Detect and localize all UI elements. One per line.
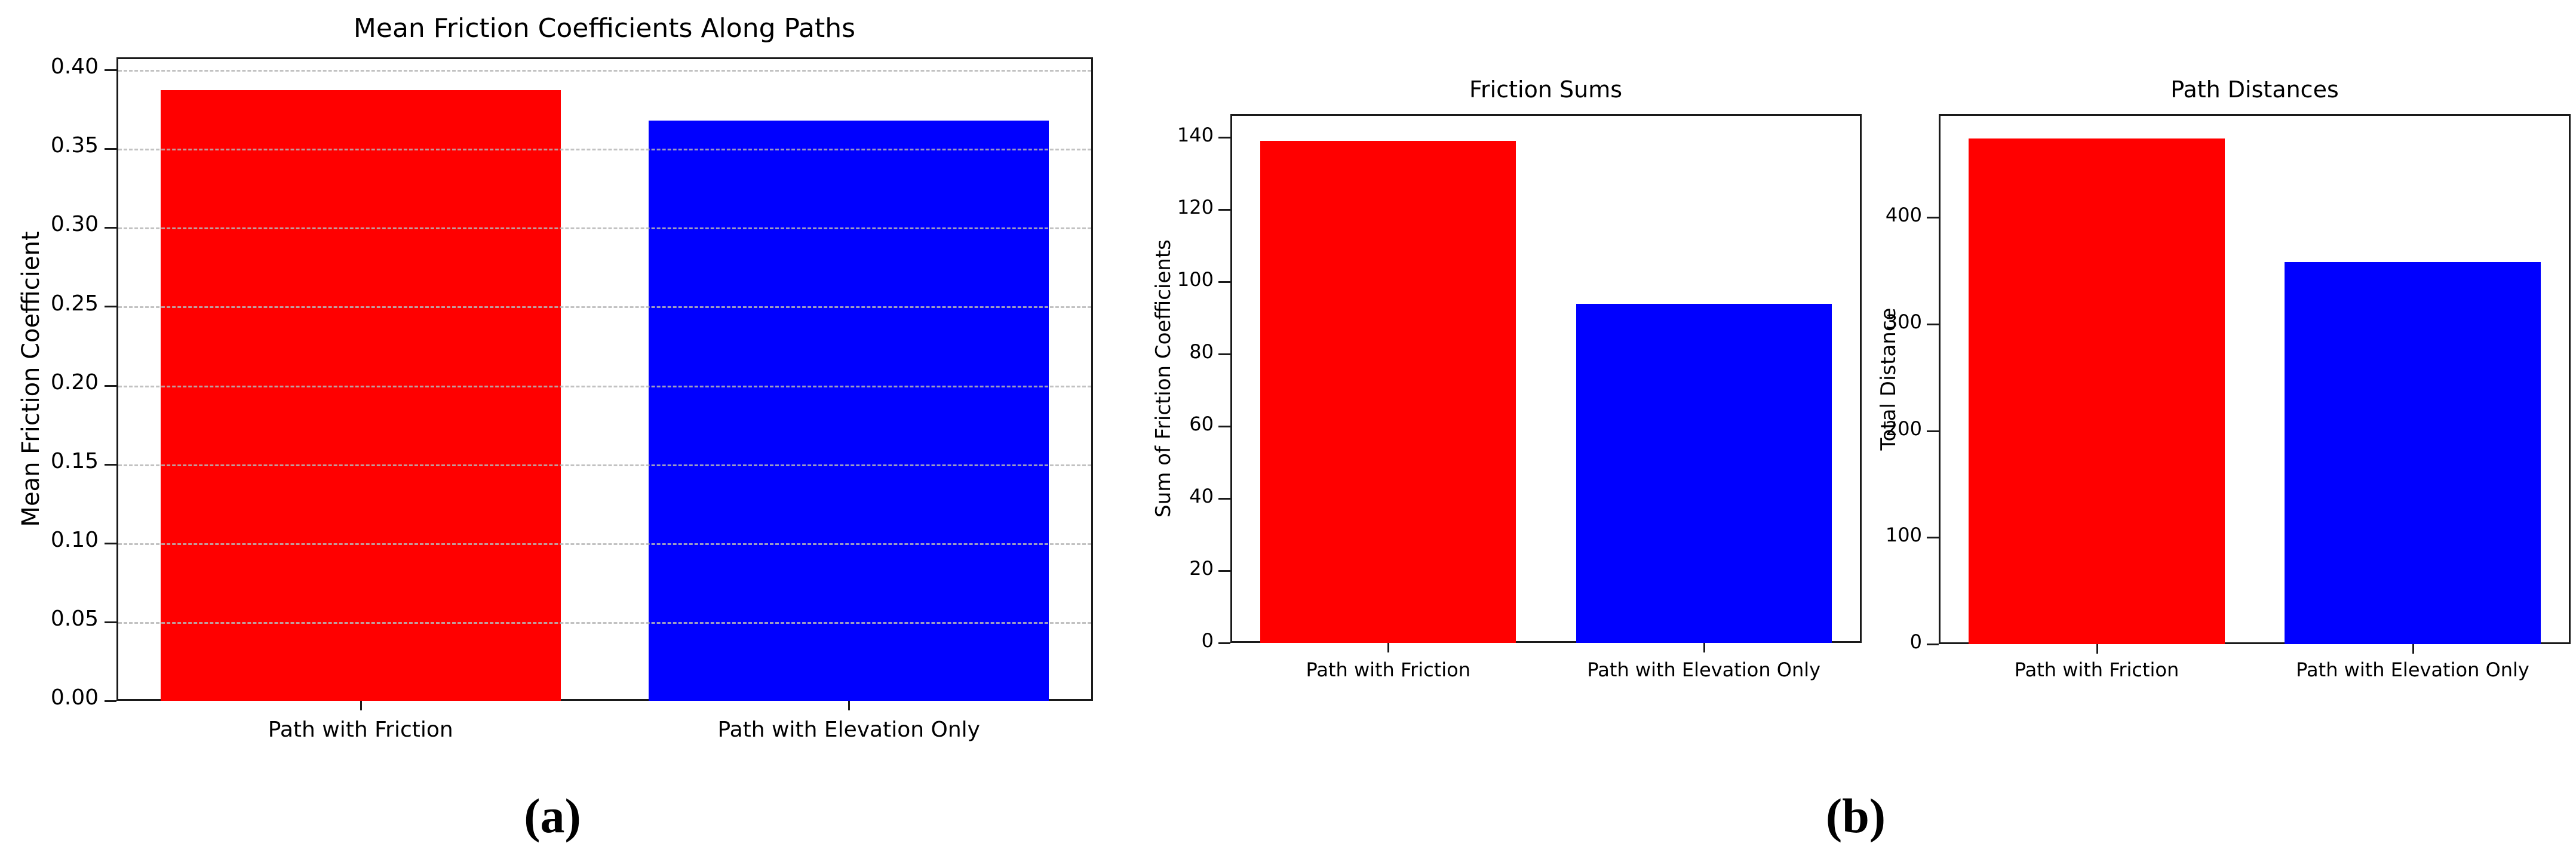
y-tick-mark [1218,426,1230,428]
y-tick-mark [105,542,116,544]
x-tick-label: Path with Elevation Only [1587,658,1821,681]
y-tick-mark [105,148,116,150]
x-tick-mark [2096,644,2098,654]
y-tick-label: 0.10 [50,527,99,552]
y-tick-mark [1218,642,1230,644]
plot-area [116,57,1093,701]
x-tick-mark [360,701,362,710]
chart-title: Path Distances [2170,76,2339,103]
subfigure-caption-b: (b) [1825,789,1886,843]
gridline [118,306,1091,309]
y-axis-label: Sum of Friction Coefficients [1152,239,1175,518]
y-tick-label: 0.40 [50,54,99,79]
x-tick-mark [2412,644,2414,654]
y-tick-mark [1218,281,1230,284]
y-tick-mark [105,621,116,623]
gridline [118,464,1091,466]
x-tick-label: Path with Friction [268,718,453,742]
y-tick-mark [1218,570,1230,572]
bar-path-with-friction [1260,141,1516,643]
y-tick-mark [1927,217,1939,219]
bar-path-with-friction [160,90,561,701]
gridline [118,543,1091,545]
bar-path-with-elevation-only [1576,303,1832,643]
y-tick-mark [1927,644,1939,645]
chart-title: Friction Sums [1469,76,1623,103]
y-tick-mark [1927,323,1939,325]
y-tick-mark [1927,537,1939,539]
y-tick-label: 300 [1885,310,1922,333]
y-tick-mark [1927,430,1939,432]
plot-area [1230,114,1862,643]
y-tick-label: 100 [1885,524,1922,547]
y-tick-label: 400 [1885,204,1922,227]
x-tick-label: Path with Elevation Only [717,718,980,742]
gridline [118,227,1091,230]
x-tick-mark [848,701,851,710]
y-tick-mark [105,384,116,387]
y-tick-label: 120 [1177,196,1214,219]
y-tick-label: 80 [1189,340,1214,364]
y-tick-mark [105,306,116,308]
y-tick-label: 0.15 [50,448,99,473]
x-tick-mark [1703,643,1705,652]
y-tick-label: 60 [1189,412,1214,436]
y-tick-label: 0.30 [50,212,99,237]
y-tick-label: 0.00 [50,685,99,710]
bar-path-with-elevation-only [649,120,1049,701]
y-tick-label: 0.05 [50,606,99,631]
y-tick-label: 0.20 [50,370,99,395]
y-tick-mark [1218,209,1230,211]
y-tick-mark [105,700,116,702]
x-tick-label: Path with Friction [1306,658,1471,681]
y-tick-label: 0 [1909,630,1922,653]
bar-path-with-friction [1969,138,2225,644]
y-tick-label: 200 [1885,417,1922,440]
y-tick-label: 0 [1201,629,1214,652]
gridline [118,621,1091,624]
y-tick-mark [105,463,116,466]
y-tick-mark [105,227,116,229]
plot-area [1939,114,2571,644]
x-tick-label: Path with Friction [2014,658,2179,681]
y-tick-label: 100 [1177,268,1214,291]
y-tick-mark [1218,498,1230,500]
y-tick-label: 0.35 [50,133,99,158]
y-tick-label: 40 [1189,485,1214,508]
gridline [118,385,1091,387]
y-tick-mark [1218,137,1230,139]
y-tick-mark [1218,353,1230,356]
y-tick-label: 140 [1177,124,1214,147]
x-tick-mark [1387,643,1390,652]
subfigure-caption-a: (a) [524,789,581,843]
y-tick-label: 20 [1189,557,1214,580]
y-axis-label: Mean Friction Coefficient [17,231,45,527]
y-tick-label: 0.25 [50,291,99,316]
y-tick-mark [105,69,116,72]
bar-path-with-elevation-only [2285,262,2541,644]
chart-title: Mean Friction Coefficients Along Paths [353,13,856,44]
gridline [118,70,1091,72]
gridline [118,149,1091,151]
x-tick-label: Path with Elevation Only [2296,658,2529,681]
